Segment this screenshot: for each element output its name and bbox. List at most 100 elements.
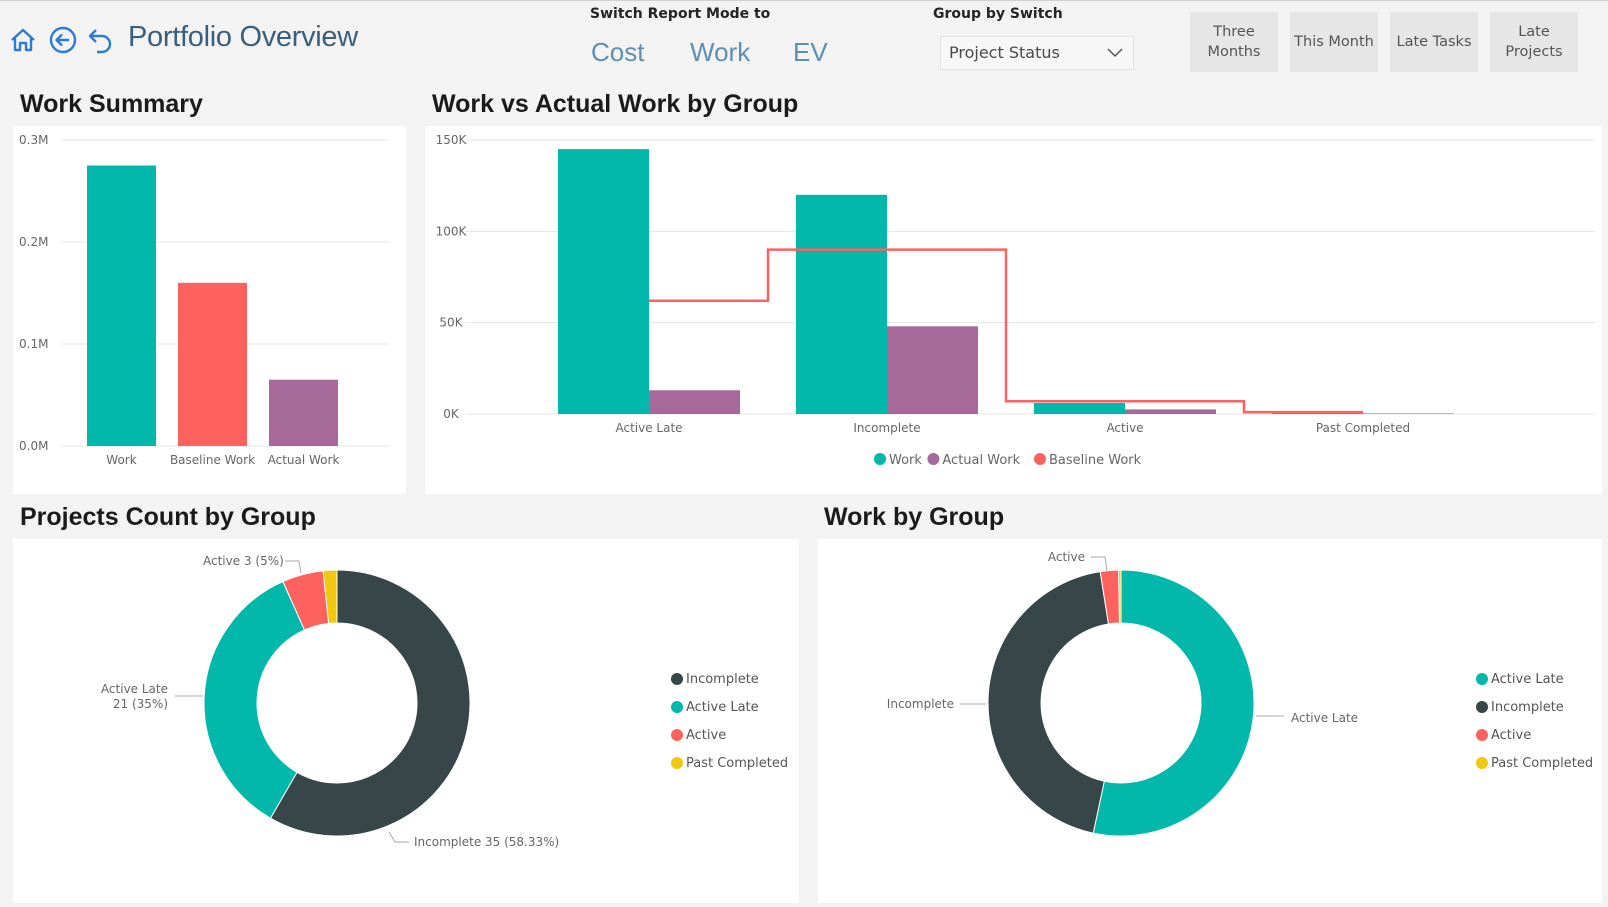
y-tick-label: 100K [436,224,468,238]
slice-label-active: Active 3 (5%) [203,554,284,568]
legend-label: Active [686,727,727,743]
work-by-group-title: Work by Group [824,503,1005,531]
bar-work-past-completed [1272,413,1363,414]
y-tick-label: 0.1M [19,337,48,351]
legend-label: Active Late [686,699,759,715]
mode-cost-button[interactable]: Cost [591,37,645,67]
bar-work-incomplete [796,194,887,414]
x-tick-label: Actual Work [268,453,340,467]
bar-actual-work-active-late [649,390,740,414]
bar-actual-work-active [1125,409,1216,414]
x-tick-label: Work [106,453,136,467]
bar-work [87,165,156,446]
work-vs-actual-title: Work vs Actual Work by Group [432,90,799,118]
work-by-group-legend: Active Late Incomplete Active Past Complete… [1476,665,1593,777]
y-tick-label: 0.0M [19,439,48,453]
work-vs-actual-card: 0K 50K 100K 150K Active Late Incomplete Active… [425,126,1602,494]
projects-count-legend: Incomplete Active Late Active Past Complete… [671,665,788,777]
projects-count-slice-incomplete [269,569,471,837]
group-by-label: Group by Switch [933,6,1063,22]
report-mode-label: Switch Report Mode to [590,6,771,22]
legend-marker [1476,757,1488,769]
slice-label-incomplete: Incomplete [887,697,954,711]
legend-marker [671,757,683,769]
legend-item-past-completed: Past Completed [671,749,788,777]
y-tick-label: 0K [443,407,460,421]
y-tick-label: 50K [439,316,463,330]
bar-actual-work-incomplete [887,326,978,414]
x-tick-label: Active Late [615,421,682,435]
work-by-group-slice-active-late [1092,569,1255,837]
x-tick-label: Past Completed [1316,421,1410,435]
mode-ev-button[interactable]: EV [793,37,828,67]
leader-line [285,560,302,574]
work-by-group-card: Active Incomplete Active Late Active Late I… [818,539,1602,903]
bar-work-active-late [558,149,649,414]
legend-label-actual-work: Actual Work [942,453,1020,468]
legend-item-incomplete: Incomplete [671,665,788,693]
slice-label-active-late: Active Late [1291,711,1358,725]
legend-marker [1476,729,1488,741]
slice-label-incomplete: Incomplete 35 (58.33%) [414,835,559,849]
chevron-down-icon [1107,48,1123,58]
leader-line [388,831,409,843]
x-tick-label: Baseline Work [170,453,255,467]
filter-late-tasks-button[interactable]: Late Tasks [1390,12,1478,72]
work-by-group-slice-incomplete [987,571,1110,834]
legend-marker-actual-work [927,453,940,465]
header-bar: Portfolio Overview Switch Report Mode to… [0,0,1608,81]
work-by-group-chart: Active Incomplete Active Late [887,550,1358,837]
projects-count-title: Projects Count by Group [20,503,316,531]
legend-label: Incomplete [1491,699,1564,715]
legend-item-past-completed: Past Completed [1476,749,1593,777]
bar-actual-work [269,379,338,446]
home-icon[interactable] [8,25,38,55]
work-by-group-slice-past-completed [1118,569,1122,624]
legend-marker-baseline-work [1034,453,1046,465]
filter-this-month-button[interactable]: This Month [1290,12,1378,72]
legend-label-baseline-work: Baseline Work [1049,453,1142,468]
bar-baseline-work [178,282,247,446]
legend-marker [1476,701,1488,713]
group-by-dropdown[interactable]: Project Status [940,36,1134,70]
work-summary-title: Work Summary [20,90,203,118]
legend-marker [671,701,683,713]
mode-work-button[interactable]: Work [690,37,751,67]
group-by-value: Project Status [949,43,1060,62]
legend-marker [1476,673,1488,685]
x-tick-label: Active [1106,421,1143,435]
legend-label: Incomplete [686,671,759,687]
y-tick-label: 150K [436,133,468,147]
bar-actual-work-past-completed [1363,413,1454,414]
legend-label: Active Late [1491,671,1564,687]
legend-item-active: Active [1476,721,1593,749]
leader-line [1091,556,1108,572]
projects-count-card: Active 3 (5%) Active Late 21 (35%) Incomple… [13,539,799,903]
legend-label: Active [1491,727,1532,743]
work-summary-chart: 0.0M 0.1M 0.2M 0.3M Work Baseline Work Actual … [19,133,388,467]
back-arrow-icon[interactable] [48,25,78,55]
slice-label-active-late-value: 21 (35%) [113,697,168,711]
undo-icon[interactable] [86,25,116,55]
x-tick-label: Incomplete [853,421,920,435]
slice-label-active: Active [1048,550,1085,564]
projects-count-slice-past-completed [322,569,338,624]
legend-label: Past Completed [1491,755,1594,771]
filter-three-months-button[interactable]: Three Months [1190,12,1278,72]
legend-marker-work [874,453,886,465]
legend-item-incomplete: Incomplete [1476,693,1593,721]
y-tick-label: 0.3M [19,133,48,147]
baseline-work-line [649,248,1363,414]
y-tick-label: 0.2M [19,235,48,249]
legend-item-active: Active [671,721,788,749]
bar-work-active [1034,403,1125,414]
legend-marker [671,729,683,741]
filter-late-projects-button[interactable]: Late Projects [1490,12,1578,72]
legend-label-work: Work [889,453,922,468]
legend-item-active-late: Active Late [1476,665,1593,693]
work-vs-actual-chart: 0K 50K 100K 150K Active Late Incomplete Active… [436,133,1595,468]
projects-count-slice-active-late [203,580,306,819]
legend-marker [671,673,683,685]
slice-label-active-late: Active Late [101,682,168,696]
